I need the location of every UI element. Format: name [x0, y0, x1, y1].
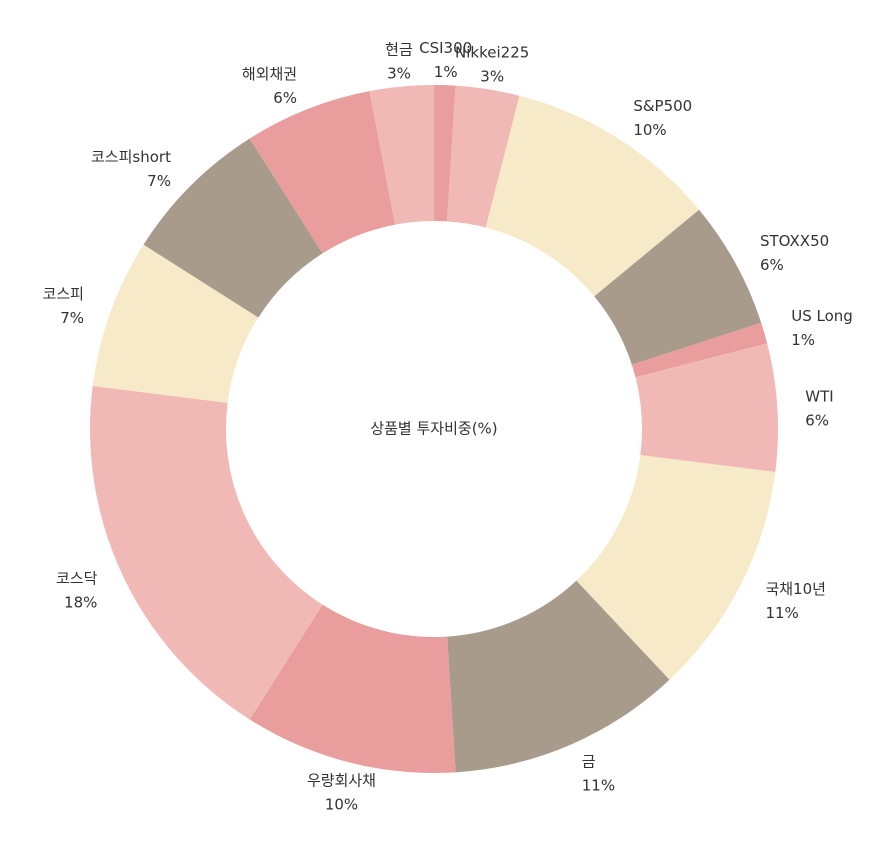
slice-labels: CSI3001%Nikkei2253%S&P50010%STOXX506%US … — [43, 39, 853, 813]
slice-label-item-14: 현금 — [385, 41, 413, 59]
slice-label-csi300: CSI300 — [419, 39, 472, 57]
slice-item-10 — [89, 385, 323, 720]
donut-slices — [89, 85, 778, 773]
slice-label-item-8: 금 — [582, 752, 596, 770]
slice-value-nikkei225: 3% — [480, 68, 504, 86]
slice-item-13 — [249, 91, 396, 254]
slice-value-s-p500: 10% — [633, 121, 666, 139]
slice-label-10: 국채10년 — [765, 580, 826, 598]
slice-value-item-9: 10% — [325, 795, 358, 813]
slice-label-stoxx50: STOXX50 — [760, 232, 829, 250]
slice-label-item-11: 코스피 — [43, 285, 84, 303]
slice-value-10: 11% — [765, 604, 798, 622]
slice-nikkei225 — [447, 85, 520, 228]
slice-label-wti: WTI — [805, 388, 833, 406]
slice-10 — [576, 455, 776, 680]
slice-value-stoxx50: 6% — [760, 256, 784, 274]
slice-label-short: 코스피short — [91, 148, 171, 166]
slice-short — [143, 138, 323, 318]
slice-label-us-long: US Long — [791, 307, 853, 325]
slice-value-item-13: 6% — [273, 89, 297, 107]
slice-value-us-long: 1% — [791, 331, 815, 349]
slice-value-item-11: 7% — [60, 309, 84, 327]
slice-value-item-14: 3% — [387, 65, 411, 83]
slice-label-nikkei225: Nikkei225 — [455, 44, 529, 62]
slice-value-item-10: 18% — [64, 593, 97, 611]
slice-csi300 — [434, 85, 456, 222]
slice-value-item-8: 11% — [582, 776, 615, 794]
slice-item-8 — [447, 580, 670, 773]
slice-value-short: 7% — [147, 172, 171, 190]
slice-item-9 — [249, 604, 456, 773]
slice-label-s-p500: S&P500 — [633, 97, 692, 115]
slice-value-csi300: 1% — [434, 63, 458, 81]
slice-label-item-9: 우량회사채 — [307, 771, 376, 789]
center-label: 상품별 투자비중(%) — [370, 420, 497, 438]
slice-item-11 — [92, 244, 259, 403]
slice-stoxx50 — [594, 209, 762, 365]
slice-s-p500 — [485, 95, 700, 297]
slice-wti — [635, 343, 778, 473]
slice-label-item-10: 코스닥 — [56, 569, 98, 587]
slice-value-wti: 6% — [805, 412, 829, 430]
slice-us-long — [631, 322, 768, 378]
slice-label-item-13: 해외채권 — [242, 65, 297, 83]
slice-item-14 — [369, 85, 434, 225]
